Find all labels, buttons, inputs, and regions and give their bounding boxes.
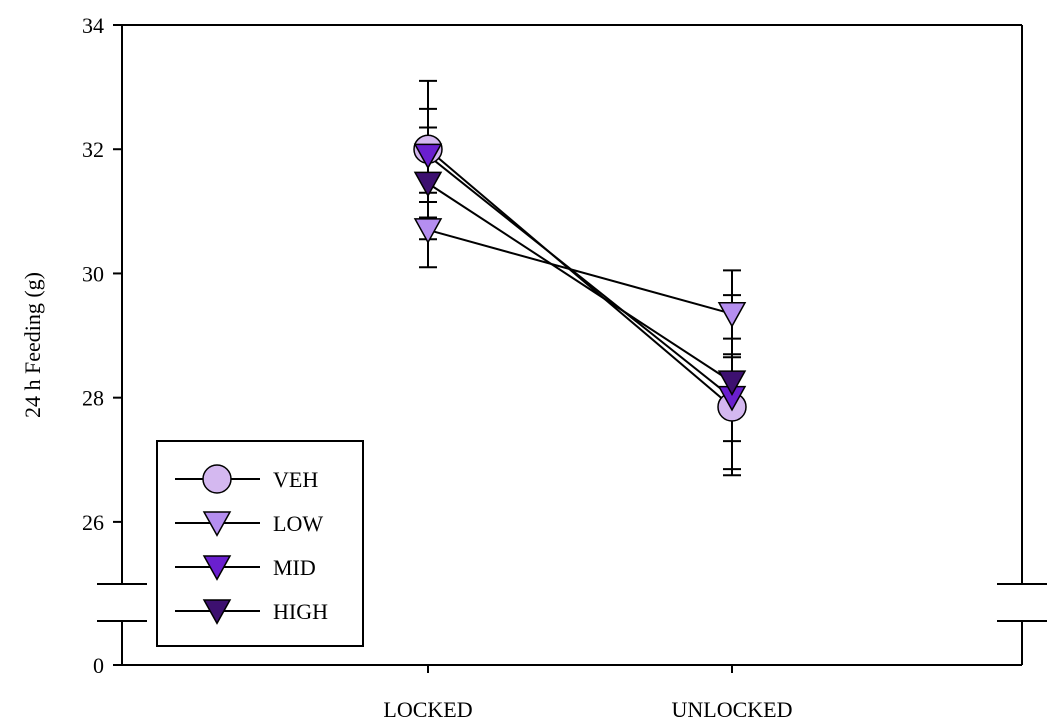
legend: VEH LOW MID HIGH	[156, 440, 364, 647]
data-point-low	[413, 218, 443, 244]
series-line-mid	[427, 154, 733, 399]
legend-label-veh: VEH	[273, 467, 318, 492]
y-tick-label: 32	[82, 137, 104, 162]
y-tick-label: 30	[82, 261, 104, 286]
data-point-high	[413, 171, 443, 198]
series-line-low	[427, 229, 733, 315]
legend-marker-low	[202, 511, 232, 537]
data-point-high	[717, 370, 747, 397]
series-line-veh	[427, 148, 733, 408]
legend-label-low: LOW	[273, 511, 323, 536]
legend-marker-mid	[202, 555, 232, 581]
y-tick-label: 34	[82, 13, 104, 38]
y-tick-label: 26	[82, 510, 104, 535]
legend-label-high: HIGH	[273, 599, 328, 624]
x-tick-label: LOCKED	[383, 697, 472, 721]
y-tick-label: 0	[93, 653, 104, 678]
data-point-low	[717, 302, 747, 328]
legend-marker-high	[202, 599, 232, 625]
series-line-high	[427, 182, 733, 383]
x-tick-label: UNLOCKED	[672, 697, 793, 721]
legend-label-mid: MID	[273, 555, 316, 580]
data-markers	[413, 134, 747, 422]
axes	[97, 24, 1047, 673]
legend-marker-veh	[202, 464, 232, 494]
y-tick-label: 28	[82, 386, 104, 411]
y-axis-label: 24 h Feeding (g)	[20, 272, 45, 418]
legend-box	[156, 440, 364, 647]
tick-labels: 26 28 30 32 34 0 LOCKED UNLOCKED	[82, 13, 793, 721]
series-lines	[427, 148, 733, 408]
data-point-mid	[413, 143, 443, 170]
